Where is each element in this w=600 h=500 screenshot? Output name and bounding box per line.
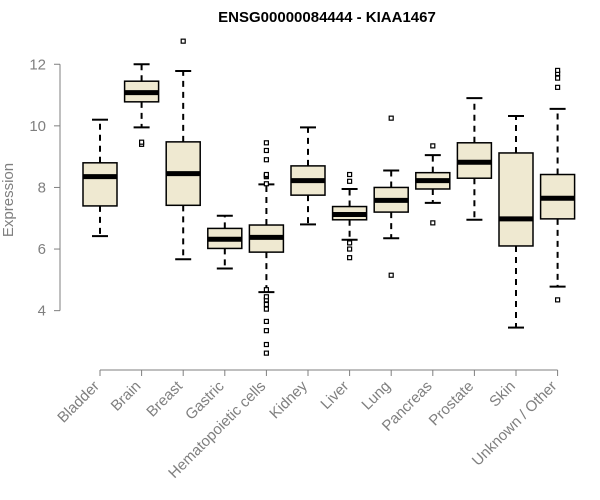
outlier-point [139, 139, 145, 145]
x-tick-label: Skin [486, 378, 519, 411]
outlier-point [263, 350, 269, 356]
outlier-point [554, 84, 561, 90]
y-tick-label: 8 [38, 179, 46, 196]
outlier-point [554, 75, 561, 81]
x-tick-label: Brain [108, 378, 145, 415]
outlier-point [263, 287, 269, 293]
x-tick-label: Breast [143, 377, 186, 420]
outlier-point [263, 318, 269, 325]
outlier-point [263, 181, 269, 187]
outlier-point [263, 171, 269, 178]
x-tick-label: Lung [358, 378, 394, 414]
iqr-box [498, 152, 534, 247]
outlier-point [554, 67, 561, 74]
outlier-point [263, 341, 269, 348]
y-tick-label: 12 [29, 56, 46, 73]
x-tick-label: Liver [317, 378, 352, 413]
y-axis-label: Expression [0, 163, 17, 237]
outlier-point [430, 143, 436, 149]
outlier-point [388, 272, 394, 278]
outlier-point [180, 38, 186, 44]
outlier-point [263, 328, 269, 334]
chart-title: ENSG00000084444 - KIAA1467 [218, 9, 436, 26]
outlier-point [347, 255, 353, 261]
outlier-point [263, 294, 269, 300]
y-tick-label: 10 [29, 118, 46, 135]
outlier-point [347, 178, 353, 184]
outlier-point [388, 115, 394, 121]
outlier-point [347, 171, 353, 178]
x-tick-label: Kidney [266, 377, 311, 422]
x-tick-label: Bladder [54, 378, 103, 427]
outlier-point [554, 297, 561, 303]
outlier-point [347, 246, 353, 252]
y-tick-label: 6 [38, 241, 46, 258]
outlier-point [263, 306, 269, 312]
iqr-box [82, 162, 118, 207]
outlier-point [263, 157, 269, 163]
outlier-point [263, 147, 269, 154]
y-tick-label: 4 [38, 303, 46, 320]
outlier-point [263, 140, 269, 146]
outlier-point [347, 240, 353, 246]
x-tick-label: Prostate [426, 378, 478, 430]
outlier-point [430, 220, 436, 226]
outlier-point [263, 301, 269, 308]
